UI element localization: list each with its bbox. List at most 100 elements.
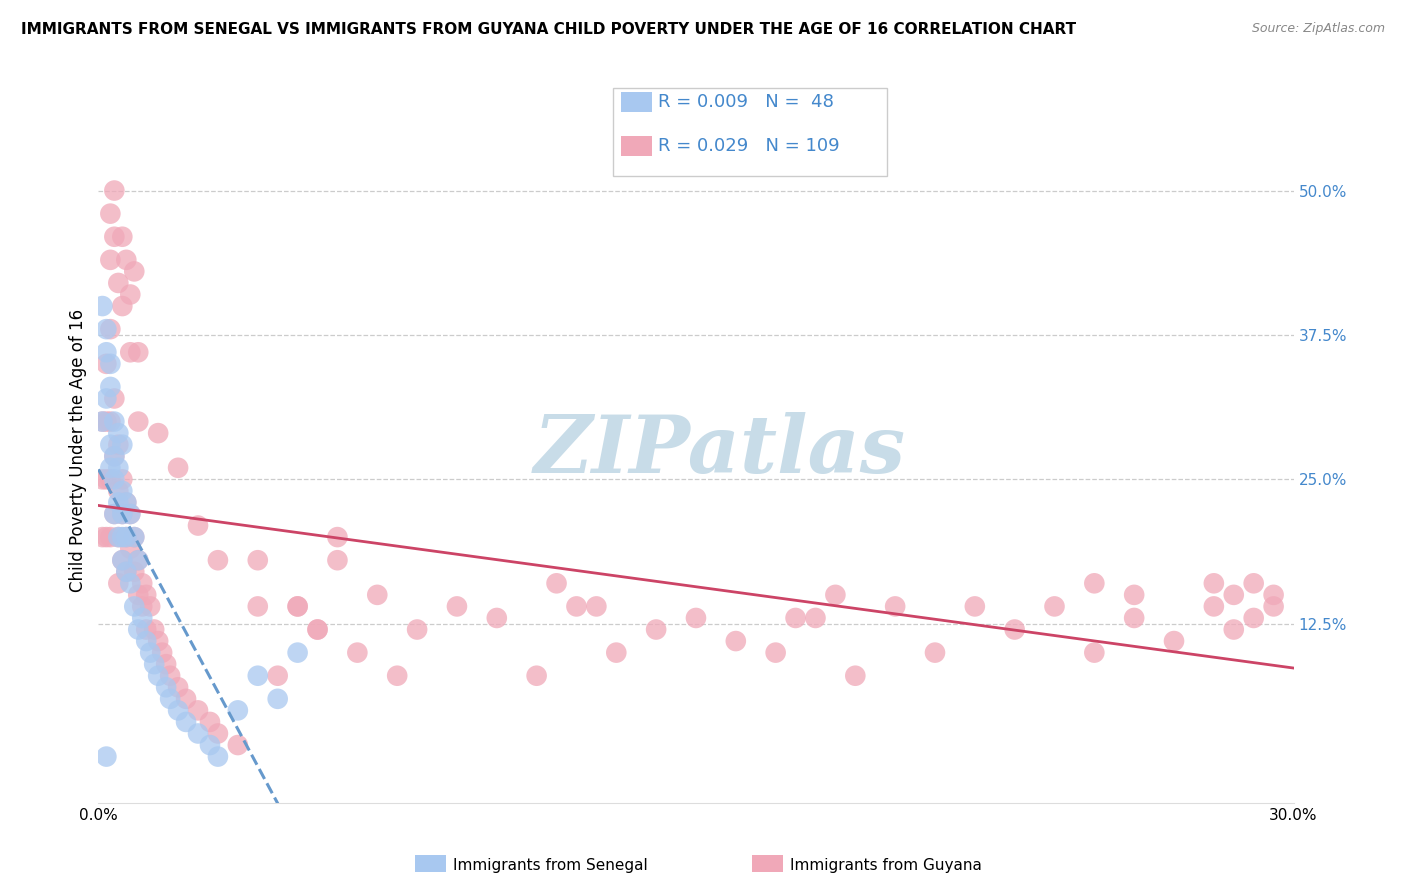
Point [346,646,368,660]
Point [207,553,229,567]
Point [127,345,149,359]
Point [96,345,118,359]
Y-axis label: Child Poverty Under the Age of 16: Child Poverty Under the Age of 16 [69,309,87,592]
Point [167,703,190,717]
Point [1223,623,1246,637]
Point [207,726,229,740]
Point [107,530,129,544]
Point [115,495,138,509]
Point [115,530,138,544]
Point [150,646,173,660]
Point [98,252,122,267]
Point [1004,623,1026,637]
Point [135,623,157,637]
Point [385,669,409,683]
Point [187,703,209,717]
Point [98,472,122,486]
Point [1243,611,1265,625]
Text: ZIPatlas: ZIPatlas [534,412,905,489]
Point [107,460,129,475]
Text: Immigrants from Senegal: Immigrants from Senegal [453,858,648,873]
Point [111,438,134,452]
Point [103,184,125,198]
Point [804,611,827,625]
Point [98,357,122,371]
Point [91,472,114,486]
Point [96,415,118,429]
Point [143,657,166,672]
Point [115,565,138,579]
Point [107,426,129,441]
Point [135,634,157,648]
Point [115,252,138,267]
Point [1223,588,1246,602]
Point [884,599,907,614]
Point [485,611,508,625]
Point [724,634,747,648]
Text: Immigrants from Guyana: Immigrants from Guyana [790,858,981,873]
Point [1083,576,1105,591]
Point [765,646,787,660]
Point [120,507,142,521]
Point [246,669,269,683]
Point [103,229,125,244]
Point [91,530,114,544]
Point [131,576,153,591]
Point [187,726,209,740]
Point [91,415,114,429]
Point [120,507,142,521]
Point [1263,599,1285,614]
Point [111,299,134,313]
Point [246,553,269,567]
Point [111,229,134,244]
Point [267,691,290,706]
Point [111,507,134,521]
Point [167,460,190,475]
Point [98,207,122,221]
Point [91,299,114,313]
Point [167,680,190,694]
Point [98,438,122,452]
Point [124,264,146,278]
Point [785,611,807,625]
Point [107,483,129,498]
Point [96,472,118,486]
Point [148,634,170,648]
Point [127,553,149,567]
Point [198,714,221,729]
Point [124,530,146,544]
Point [120,287,142,301]
Point [91,415,114,429]
Point [98,380,122,394]
Point [103,449,125,463]
Point [155,657,177,672]
Point [174,691,197,706]
Point [127,623,149,637]
Point [307,623,329,637]
Point [98,415,122,429]
Point [115,495,138,509]
Point [307,623,329,637]
Point [96,357,118,371]
Point [1202,576,1225,591]
Point [107,576,129,591]
Point [111,530,134,544]
Point [844,669,866,683]
Point [96,322,118,336]
Point [143,623,166,637]
Point [824,588,846,602]
Point [246,599,269,614]
Point [115,565,138,579]
Point [1043,599,1066,614]
Point [226,738,249,752]
Point [287,646,309,660]
Point [226,703,249,717]
Point [565,599,588,614]
Point [326,553,349,567]
Point [605,646,627,660]
Text: Source: ZipAtlas.com: Source: ZipAtlas.com [1251,22,1385,36]
Point [139,646,162,660]
Point [120,345,142,359]
Point [155,680,177,694]
Point [98,530,122,544]
